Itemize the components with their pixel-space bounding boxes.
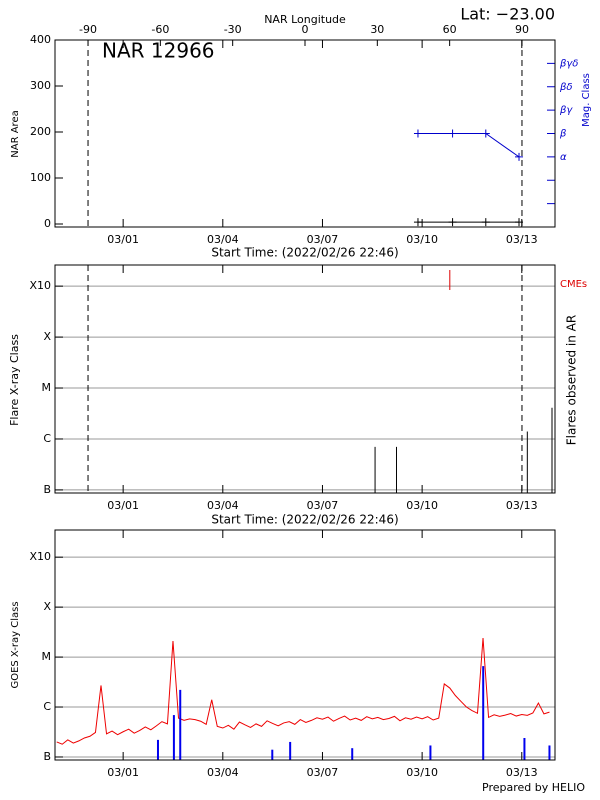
x2-tick-label: 90 bbox=[515, 23, 529, 36]
x-tick-label: 03/04 bbox=[207, 766, 239, 779]
y-tick-label: 400 bbox=[30, 33, 51, 46]
x2-axis-label: NAR Longitude bbox=[264, 13, 346, 26]
point-marker bbox=[448, 129, 457, 138]
y-axis-label: NAR Area bbox=[10, 110, 21, 157]
x2-tick-label: -60 bbox=[151, 23, 169, 36]
point-marker bbox=[448, 218, 457, 227]
y-tick-label: B bbox=[43, 483, 51, 496]
footer: Prepared by HELIO bbox=[482, 781, 585, 794]
x2-tick-label: -90 bbox=[79, 23, 97, 36]
y2-tick-label: α bbox=[560, 152, 567, 163]
x-tick-label: 03/13 bbox=[506, 766, 538, 779]
y-tick-label: X bbox=[43, 600, 51, 613]
chart-title: NAR 12966 bbox=[102, 39, 215, 63]
series-line bbox=[417, 133, 520, 158]
plot-frame bbox=[54, 264, 556, 494]
y-tick-label: 100 bbox=[30, 171, 51, 184]
y-tick-label: 200 bbox=[30, 125, 51, 138]
y-tick-label: X10 bbox=[29, 550, 51, 563]
x-axis-label: Start Time: (2022/02/26 22:46) bbox=[211, 513, 398, 527]
y2-tick-label: βδ bbox=[559, 82, 573, 93]
y-tick-label: M bbox=[42, 381, 52, 394]
point-marker bbox=[481, 218, 490, 227]
x-tick-label: 03/07 bbox=[307, 499, 339, 512]
annotation: Lat: −23.00 bbox=[460, 5, 555, 24]
y-axis-label: Flare X-ray Class bbox=[8, 334, 21, 426]
y2-tick-label: β bbox=[559, 129, 567, 140]
x-tick-label: 03/10 bbox=[406, 499, 438, 512]
series-line bbox=[56, 638, 550, 745]
x-tick-label: 03/01 bbox=[107, 233, 139, 246]
x2-tick-label: -30 bbox=[224, 23, 242, 36]
x-axis-label: Start Time: (2022/02/26 22:46) bbox=[211, 246, 398, 260]
x-tick-label: 03/01 bbox=[107, 499, 139, 512]
plot-frame bbox=[54, 529, 556, 761]
y-tick-label: C bbox=[43, 432, 51, 445]
plot-frame bbox=[54, 39, 556, 228]
point-marker bbox=[413, 218, 422, 227]
y-tick-label: C bbox=[43, 700, 51, 713]
point-marker bbox=[481, 129, 490, 138]
x-tick-label: 03/13 bbox=[506, 499, 538, 512]
point-marker bbox=[515, 152, 524, 161]
y2-tick-label: βγδ bbox=[559, 58, 578, 69]
y2-axis-label: Mag. Class bbox=[581, 73, 592, 127]
x-tick-label: 03/04 bbox=[207, 233, 239, 246]
x-tick-label: 03/10 bbox=[406, 233, 438, 246]
x-tick-label: 03/01 bbox=[107, 766, 139, 779]
point-marker bbox=[413, 129, 422, 138]
x2-tick-label: 0 bbox=[302, 23, 309, 36]
x-tick-label: 03/04 bbox=[207, 499, 239, 512]
x-tick-label: 03/13 bbox=[506, 233, 538, 246]
y-tick-label: 300 bbox=[30, 79, 51, 92]
legend-label: CMEs bbox=[560, 279, 587, 290]
x2-tick-label: 60 bbox=[443, 23, 457, 36]
x2-tick-label: 30 bbox=[370, 23, 384, 36]
x-tick-label: 03/07 bbox=[307, 766, 339, 779]
x-tick-label: 03/10 bbox=[406, 766, 438, 779]
y-tick-label: M bbox=[42, 650, 52, 663]
y-axis-label: GOES X-ray Class bbox=[10, 601, 21, 688]
y2-axis-label: Flares observed in AR bbox=[565, 315, 579, 445]
y-tick-label: 0 bbox=[44, 217, 51, 230]
point-marker bbox=[515, 218, 524, 227]
y-tick-label: X bbox=[43, 330, 51, 343]
x-tick-label: 03/07 bbox=[307, 233, 339, 246]
y-tick-label: B bbox=[43, 750, 51, 763]
y2-tick-label: βγ bbox=[559, 105, 573, 116]
y-tick-label: X10 bbox=[29, 279, 51, 292]
